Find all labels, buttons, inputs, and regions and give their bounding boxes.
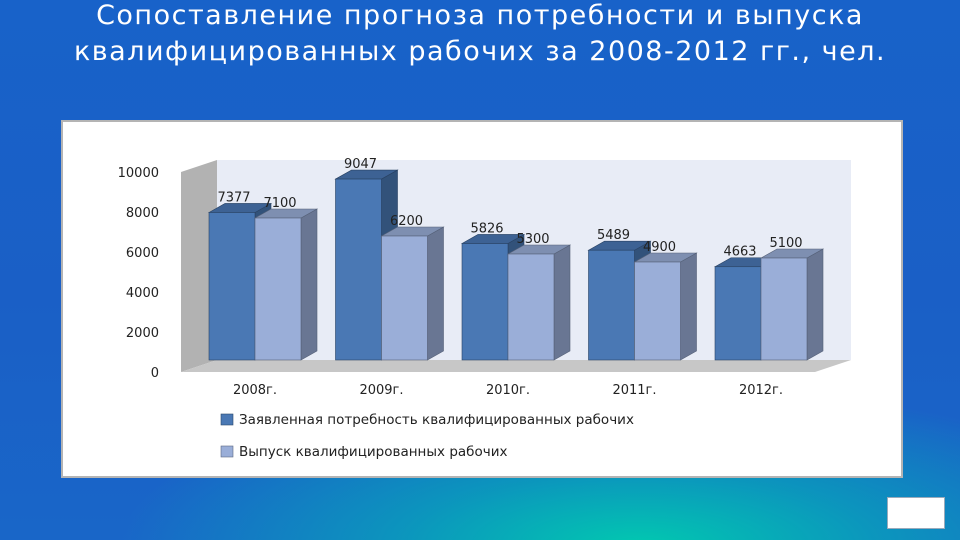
y-tick-label: 0 [151,366,159,381]
bar-chart: 0 2000 4000 6000 8000 10000 7377 7100 9047 6200 5… [118,157,851,460]
legend-swatch [220,445,234,458]
bar-2-1 [253,208,319,361]
x-tick-label: 2012г. [739,383,783,398]
data-label: 4663 [723,245,756,260]
bar-2-2 [380,226,445,361]
legend-entry: Выпуск квалифицированных рабочих [239,444,507,460]
bar-2-5 [759,248,825,361]
bar-2-4 [633,252,698,361]
data-labels: 7377 7100 9047 6200 5826 5300 5489 4900 4663 5100 [217,157,802,260]
data-label: 9047 [344,157,377,172]
y-tick-label: 2000 [126,326,159,341]
y-tick-label: 6000 [126,246,159,261]
x-tick-label: 2010г. [486,383,530,398]
floor [181,360,851,372]
data-label: 7100 [263,196,296,211]
x-tick-label: 2009г. [359,383,403,398]
data-label: 5826 [470,221,503,236]
side-wall [181,160,217,372]
data-label: 6200 [390,214,423,229]
y-tick-label: 10000 [118,166,159,181]
data-label: 5100 [769,236,802,251]
legend: Заявленная потребность квалифицированных… [220,412,634,460]
x-axis-ticks: 2008г. 2009г. 2010г. 2011г. 2012г. [233,383,783,398]
legend-entry: Заявленная потребность квалифицированных… [239,412,634,428]
bars [207,169,825,361]
data-label: 5300 [516,232,549,247]
y-axis-ticks: 0 2000 4000 6000 8000 10000 [118,166,159,381]
x-tick-label: 2008г. [233,383,277,398]
bar-1-1 [207,202,273,361]
y-tick-label: 4000 [126,286,159,301]
data-label: 5489 [597,228,630,243]
legend-swatch [220,413,234,426]
bar-2-3 [506,244,572,361]
slide-nav-box[interactable] [887,497,945,529]
slide-title: Сопоставление прогноза потребности и вып… [73,0,887,67]
data-label: 7377 [217,190,250,205]
chart-frame: 0 2000 4000 6000 8000 10000 7377 7100 9047 6200 5… [61,120,903,478]
data-label: 4900 [643,240,676,255]
y-tick-label: 8000 [126,206,159,221]
x-tick-label: 2011г. [612,383,656,398]
